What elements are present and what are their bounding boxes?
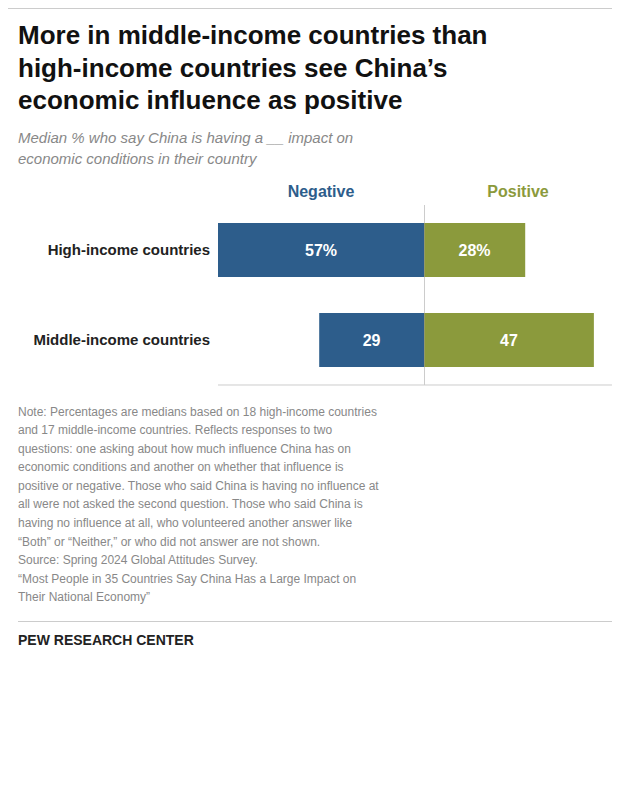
html-text:More in middle-income countrie: More in middle-income countries than hig… xyxy=(18,20,488,115)
html-text:PEW RESEARCH CENTER: PEW RESEARCH CENTER xyxy=(18,632,194,648)
svg-text:57%: 57% xyxy=(305,241,337,258)
html-text:Note: Percentages are medians: Note: Percentages are medians based on 1… xyxy=(18,404,379,605)
svg-text:Middle-income countries: Middle-income countries xyxy=(33,331,210,348)
svg-text:High-income countries: High-income countries xyxy=(48,241,210,258)
svg-text:28%: 28% xyxy=(459,241,491,258)
html-text:Negative: Negative xyxy=(287,182,355,200)
html-text:Median % who say China is havi: Median % who say China is having a __ im… xyxy=(18,128,354,167)
svg-text:47: 47 xyxy=(500,331,518,348)
svg-text:29: 29 xyxy=(363,331,381,348)
html-text:Positive: Positive xyxy=(487,182,549,200)
